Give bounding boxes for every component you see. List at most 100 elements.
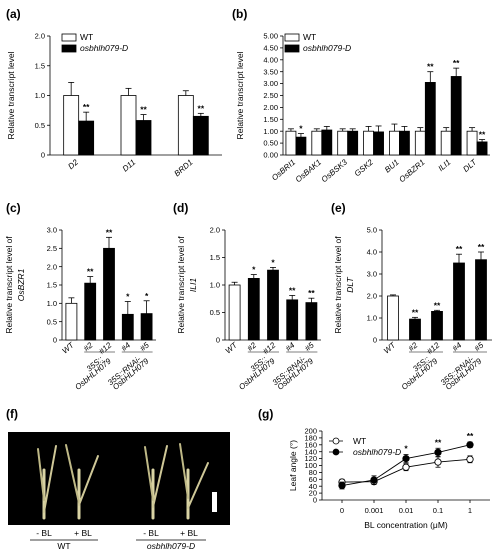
significance-mark: * [299, 124, 303, 134]
y-tick-label: 4.50 [263, 44, 278, 53]
bar [140, 313, 153, 341]
significance-mark: ** [83, 102, 90, 112]
y-tick-label: 0 [53, 336, 57, 345]
legend-label: osbhlh079-D [303, 43, 351, 53]
chart-b: 0.00 0.50 1.00 1.50 2.00 2.50 3.00 3.50 4.00 4.50… [235, 32, 490, 185]
x-tick-label: #12 [261, 340, 277, 356]
significance-mark: ** [435, 437, 442, 447]
x-tick-label: #12 [97, 340, 113, 356]
x-tick-label: 0.1 [433, 506, 443, 515]
y-tick-label: 3.0 [47, 226, 57, 235]
x-tick-label: #4 [284, 340, 297, 353]
x-tick-label: #2 [407, 340, 420, 353]
y-tick-label: 2.0 [47, 262, 57, 271]
x-tick-label: 0.001 [365, 506, 384, 515]
y-tick-label: 1.5 [210, 253, 220, 262]
y-axis-label-gene: DLT [345, 276, 355, 292]
data-point [338, 481, 346, 490]
bar [466, 130, 478, 156]
bar [311, 130, 323, 156]
panel-label-g: (g) [258, 407, 273, 421]
photo-group-label-mutant: osbhlh079-D [147, 541, 195, 550]
bar [476, 141, 488, 156]
y-axis-label: Relative transcript level [235, 51, 245, 139]
x-tick-label: #5 [138, 340, 151, 353]
y-tick-label: 1.0 [367, 314, 377, 323]
panel-label-b: (b) [232, 7, 247, 21]
y-tick-label: 120 [304, 454, 317, 463]
bar [387, 295, 399, 341]
y-axis-label: Relative transcript level of [333, 236, 343, 334]
y-tick-label: 2.50 [263, 91, 278, 100]
bar [453, 262, 465, 341]
y-tick-label: 2.0 [367, 292, 377, 301]
y-tick-label: 0.50 [263, 139, 278, 148]
y-tick-label: 3.50 [263, 67, 278, 76]
bar [84, 282, 97, 341]
x-tick-label: 0.01 [399, 506, 414, 515]
legend-swatch [284, 44, 300, 53]
y-axis-label-gene: ILI1 [188, 278, 198, 292]
y-tick-label: 0.00 [263, 151, 278, 160]
significance-mark: * [271, 257, 275, 267]
significance-mark: ** [467, 431, 474, 441]
panel-label-f: (f) [6, 407, 18, 421]
y-tick-label: 2.0 [35, 32, 45, 41]
chart-e: 0 1.0 2.0 3.0 4.0 5.0 Relative transcript leve… [333, 226, 492, 392]
panel-label-c: (c) [6, 201, 21, 215]
leaf-angle-photo-panel: - BL + BL WT - BL + BL osbhlh079-D [8, 432, 230, 550]
significance-mark: ** [308, 288, 315, 298]
x-tick-label: #2 [245, 340, 258, 353]
bar [103, 247, 115, 341]
x-tick-label: #4 [119, 340, 132, 353]
bar [399, 130, 410, 156]
x-tick-label: GSK2 [353, 157, 376, 178]
x-tick-label: #5 [473, 340, 486, 353]
bar [409, 318, 421, 341]
bar [120, 95, 137, 156]
panel-label-e: (e) [331, 201, 346, 215]
x-tick-label: BU1 [383, 158, 401, 175]
legend-swatch [61, 44, 77, 53]
x-axis-label: BL concentration (μM) [364, 520, 448, 530]
photo-label-mutant-minus-bl: - BL [143, 528, 159, 538]
significance-mark: ** [434, 300, 441, 310]
scale-bar [212, 492, 217, 512]
bar [337, 130, 349, 156]
mutant-minus-bl-plant [144, 445, 168, 520]
y-tick-label: 1.5 [35, 61, 45, 70]
x-tick-label: ILI1 [436, 158, 452, 173]
y-tick-label: 2.0 [210, 226, 220, 235]
legend-label: WT [353, 436, 366, 446]
significance-mark: * [145, 291, 149, 301]
bar [305, 302, 318, 341]
y-tick-label: 100 [304, 461, 317, 470]
y-tick-label: 5.0 [367, 226, 377, 235]
y-tick-label: 2.00 [263, 103, 278, 112]
y-axis-label-gene: OsBZR1 [16, 268, 26, 301]
x-tick-label: #2 [82, 340, 95, 353]
legend-swatch [61, 33, 77, 42]
y-axis-label: Relative transcript level [6, 51, 16, 139]
bar [135, 120, 152, 156]
significance-mark: ** [453, 58, 460, 68]
photo-label-wt-plus-bl: + BL [74, 528, 92, 538]
photo-label-mutant-plus-bl: + BL [180, 528, 198, 538]
data-point [466, 455, 474, 463]
bar [347, 130, 359, 156]
legend-marker [332, 437, 340, 445]
x-tick-label: #12 [425, 340, 441, 356]
x-tick-label: DLT [461, 157, 479, 174]
x-tick-label: BRD1 [172, 158, 194, 179]
bar [295, 136, 307, 156]
x-tick-label: OsBZR1 [397, 158, 426, 185]
significance-mark: * [252, 265, 256, 275]
y-tick-label: 4.00 [263, 55, 278, 64]
x-tick-label: WT [60, 340, 76, 356]
legend-swatch [284, 33, 300, 42]
y-tick-label: 80 [309, 468, 317, 477]
x-tick-label: WT [382, 340, 398, 356]
legend-label: WT [80, 32, 93, 42]
x-tick-label: D11 [121, 158, 138, 174]
bar [247, 277, 260, 341]
